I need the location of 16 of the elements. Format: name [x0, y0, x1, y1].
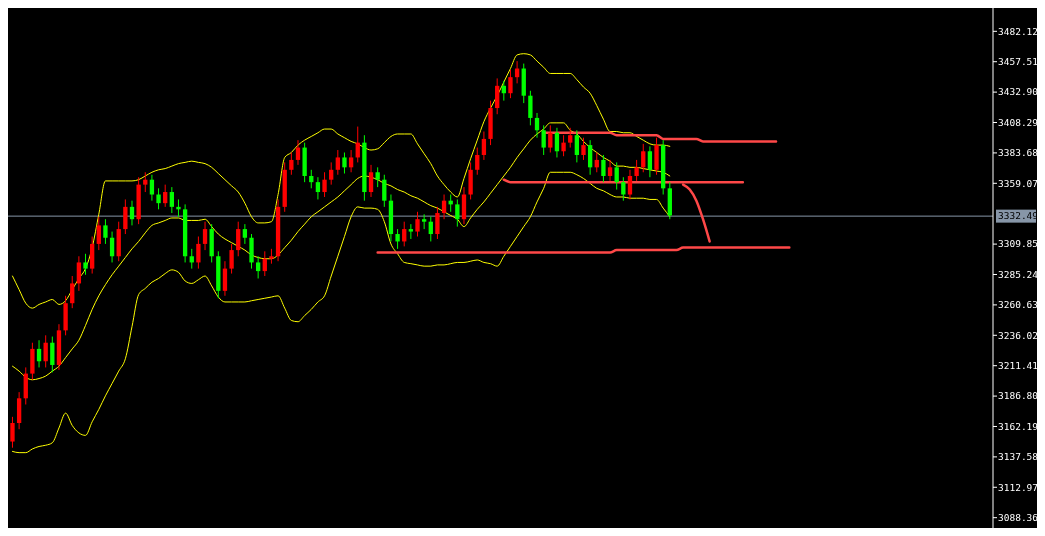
y-tick-label: 3383.68: [998, 147, 1039, 159]
y-tick-label: 3432.90: [998, 86, 1039, 98]
y-tick-label: 3211.41: [998, 360, 1039, 372]
y-tick-label: 3359.07: [998, 177, 1039, 189]
y-tick-label: 3112.97: [998, 481, 1039, 493]
y-tick-label: 3088.36: [998, 512, 1039, 523]
y-tick-label: 3285.24: [998, 268, 1039, 280]
y-tick-label: 3457.51: [998, 56, 1039, 68]
y-tick-label: 3137.58: [998, 451, 1039, 463]
y-tick-label: 3162.19: [998, 420, 1039, 432]
y-tick-label: 3309.85: [998, 238, 1039, 250]
y-tick-label: 3408.29: [998, 116, 1039, 128]
y-tick-label: 3186.80: [998, 390, 1039, 402]
y-tick-label: 3236.02: [998, 329, 1039, 341]
y-tick-label: 3482.12: [998, 25, 1039, 37]
y-tick-label: 3260.63: [998, 299, 1039, 311]
